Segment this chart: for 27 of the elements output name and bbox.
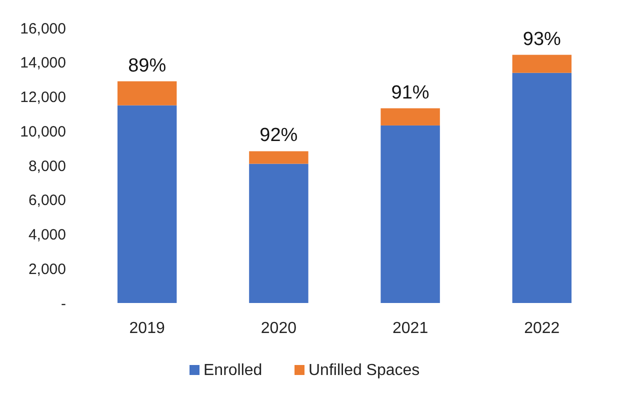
x-tick-label: 2021 [392,320,428,337]
x-tick-label: 2020 [260,320,297,337]
y-tick-label: 6,000 [28,192,66,210]
bar [380,108,440,126]
y-tick-label: 12,000 [20,89,66,106]
y-tick-label: 10,000 [20,123,66,140]
bar [249,151,308,164]
bar [117,105,177,303]
y-tick-label: 14,000 [20,54,66,72]
bar [512,54,572,73]
y-tick-label: 4,000 [28,226,66,244]
y-tick-label: - [61,295,66,312]
x-tick-label: 2019 [129,320,165,337]
annotation: 91% [391,82,430,104]
bar [512,72,572,303]
bar [380,125,440,303]
annotation: 93% [522,28,562,50]
y-tick-label: 8,000 [28,158,66,175]
annotation: 92% [260,125,298,146]
annotation: 89% [128,55,166,76]
y-tick-label: 2,000 [28,260,66,278]
bar [117,81,177,106]
legend-label: Enrolled [204,362,262,379]
y-tick-label: 16,000 [20,20,66,38]
legend-label: Unfilled Spaces [308,362,420,379]
x-tick-label: 2022 [524,320,560,337]
bar [249,164,308,303]
